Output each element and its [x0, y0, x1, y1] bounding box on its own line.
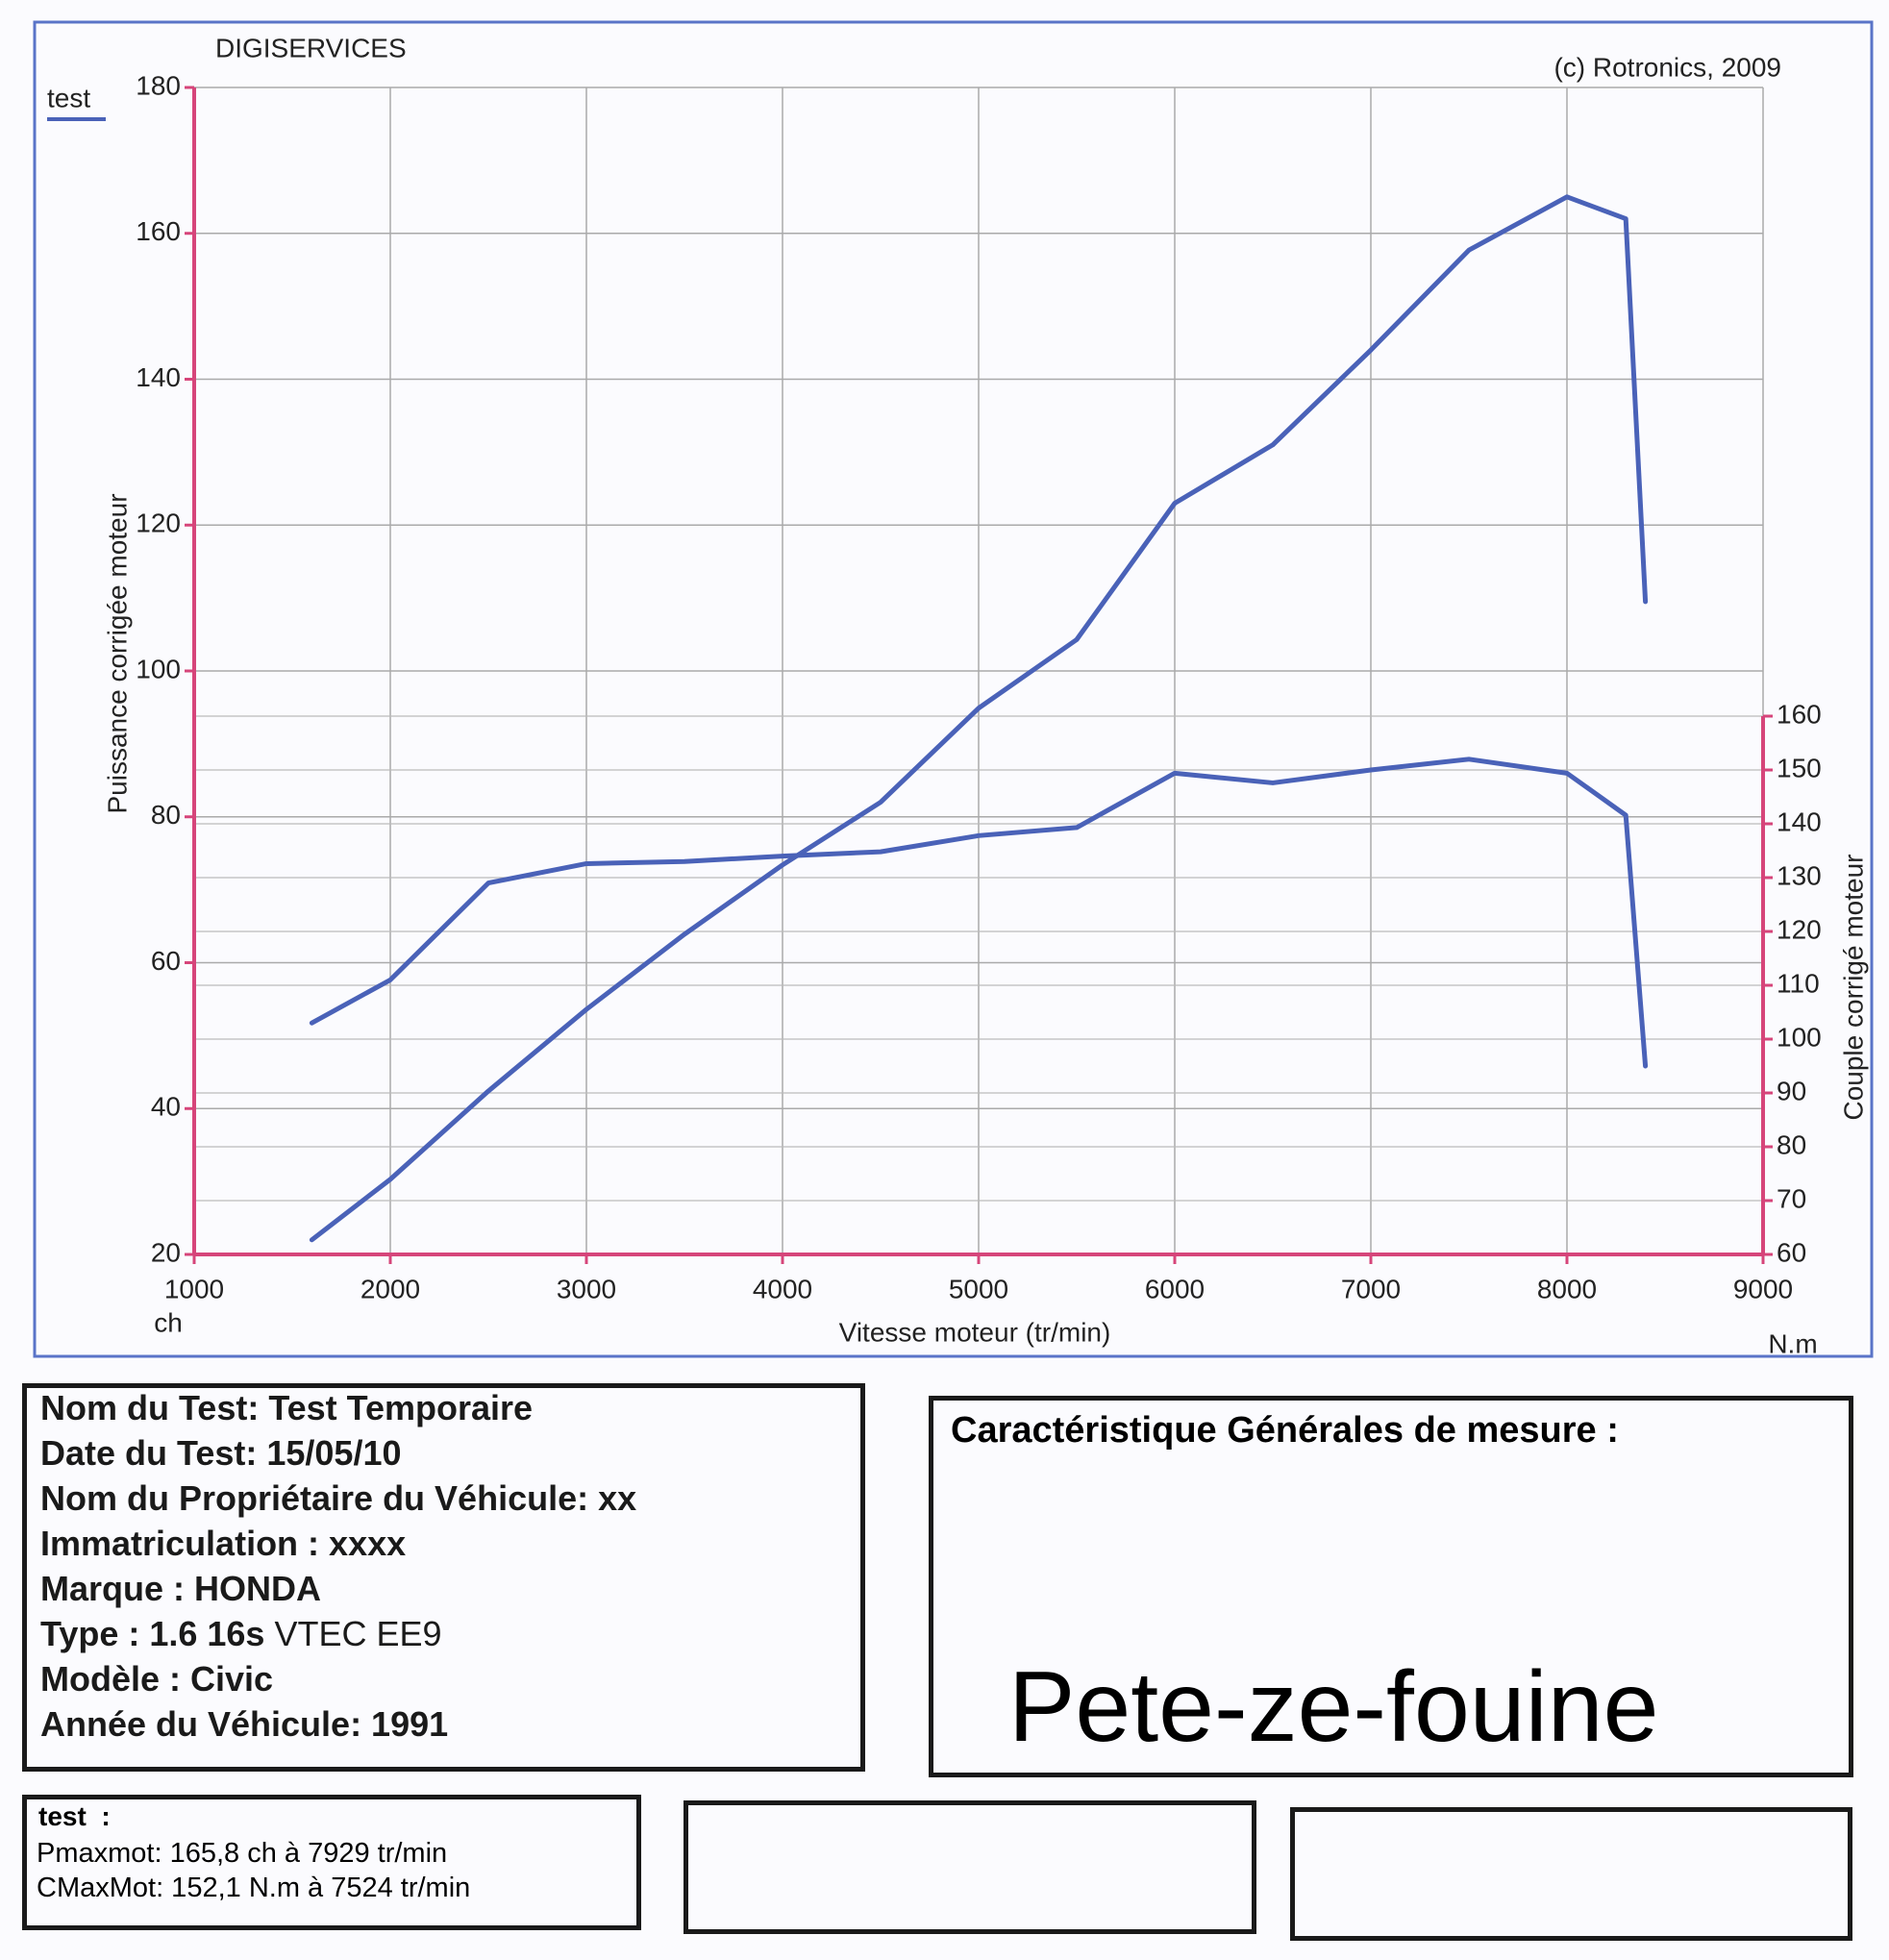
y-tick-label: 40: [151, 1092, 181, 1122]
vehicle-line: Année du Véhicule: 1991: [40, 1704, 449, 1744]
vehicle-box: Nom du Test: Test Temporaire Date du Tes…: [22, 1383, 865, 1772]
y2-unit: N.m: [1768, 1328, 1817, 1358]
y-tick-label: 100: [136, 654, 181, 683]
y2-tick-label: 110: [1777, 968, 1820, 998]
y-tick-label: 180: [136, 70, 181, 100]
empty-box: [1290, 1807, 1852, 1941]
x-axis-title: Vitesse moteur (tr/min): [839, 1317, 1111, 1347]
chart-title: DIGISERVICES: [215, 33, 407, 62]
x-tick-label: 4000: [753, 1274, 812, 1303]
series-line: [309, 194, 1649, 1243]
y2-axis-title: Couple corrigé moteur: [1838, 854, 1868, 1120]
y2-tick-label: 130: [1777, 860, 1822, 890]
x-tick-label: 9000: [1733, 1274, 1793, 1303]
vehicle-line: Marque : HONDA: [40, 1569, 322, 1608]
x-tick-label: 5000: [949, 1274, 1008, 1303]
copyright: (c) Rotronics, 2009: [1553, 52, 1781, 82]
y-tick-label: 140: [136, 362, 181, 392]
vehicle-line: Immatriculation : xxxx: [40, 1524, 407, 1563]
y2-tick-label: 150: [1777, 753, 1822, 782]
vehicle-line: Date du Test: 15/05/10: [40, 1433, 402, 1473]
y-tick-label: 160: [136, 216, 181, 246]
x-tick-label: 1000: [164, 1274, 224, 1303]
series-line: [309, 757, 1649, 1069]
y2-tick-label: 120: [1777, 914, 1822, 944]
x-tick-label: 2000: [360, 1274, 420, 1303]
chart-frame: [33, 20, 1874, 1358]
y2-tick-label: 90: [1777, 1076, 1806, 1105]
type-suffix: VTEC EE9: [274, 1614, 442, 1653]
results-line: CMaxMot: 152,1 N.m à 7524 tr/min: [37, 1873, 471, 1903]
y2-tick-label: 80: [1777, 1129, 1806, 1159]
results-title: test :: [38, 1801, 111, 1831]
x-tick-label: 3000: [557, 1274, 616, 1303]
x-tick-label: 8000: [1537, 1274, 1597, 1303]
measure-box: Caractéristique Générales de mesure : Pe…: [929, 1396, 1853, 1777]
y-tick-label: 120: [136, 509, 181, 538]
vehicle-line: Nom du Test: Test Temporaire: [40, 1388, 534, 1427]
y2-tick-label: 100: [1777, 1022, 1822, 1052]
vehicle-line: Type : 1.6 16s: [40, 1614, 265, 1653]
vehicle-line: Nom du Propriétaire du Véhicule: xx: [40, 1478, 637, 1518]
measure-title: Caractéristique Générales de mesure :: [951, 1410, 1619, 1451]
x-tick-label: 7000: [1341, 1274, 1401, 1303]
y2-tick-label: 70: [1777, 1183, 1806, 1213]
y-tick-label: 20: [151, 1237, 181, 1267]
results-box: test : Pmaxmot: 165,8 ch à 7929 tr/min C…: [22, 1795, 641, 1930]
legend-label: test: [47, 83, 90, 112]
y2-tick-label: 60: [1777, 1237, 1806, 1267]
y-tick-label: 60: [151, 946, 181, 976]
vehicle-line: Modèle : Civic: [40, 1659, 274, 1699]
results-line: Pmaxmot: 165,8 ch à 7929 tr/min: [37, 1838, 448, 1869]
y2-tick-label: 140: [1777, 806, 1822, 836]
vehicle-line: Type : 1.6 16s VTEC EE9: [40, 1614, 442, 1654]
y-unit: ch: [154, 1307, 183, 1337]
chart: DIGISERVICES (c) Rotronics, 2009 test Vi…: [33, 20, 1874, 1358]
measure-note: Pete-ze-fouine: [1008, 1651, 1659, 1763]
empty-box: [684, 1800, 1256, 1934]
x-tick-label: 6000: [1145, 1274, 1205, 1303]
y-tick-label: 80: [151, 800, 181, 830]
y-axis-title: Puissance corrigée moteur: [102, 493, 132, 813]
y2-tick-label: 160: [1777, 699, 1822, 729]
